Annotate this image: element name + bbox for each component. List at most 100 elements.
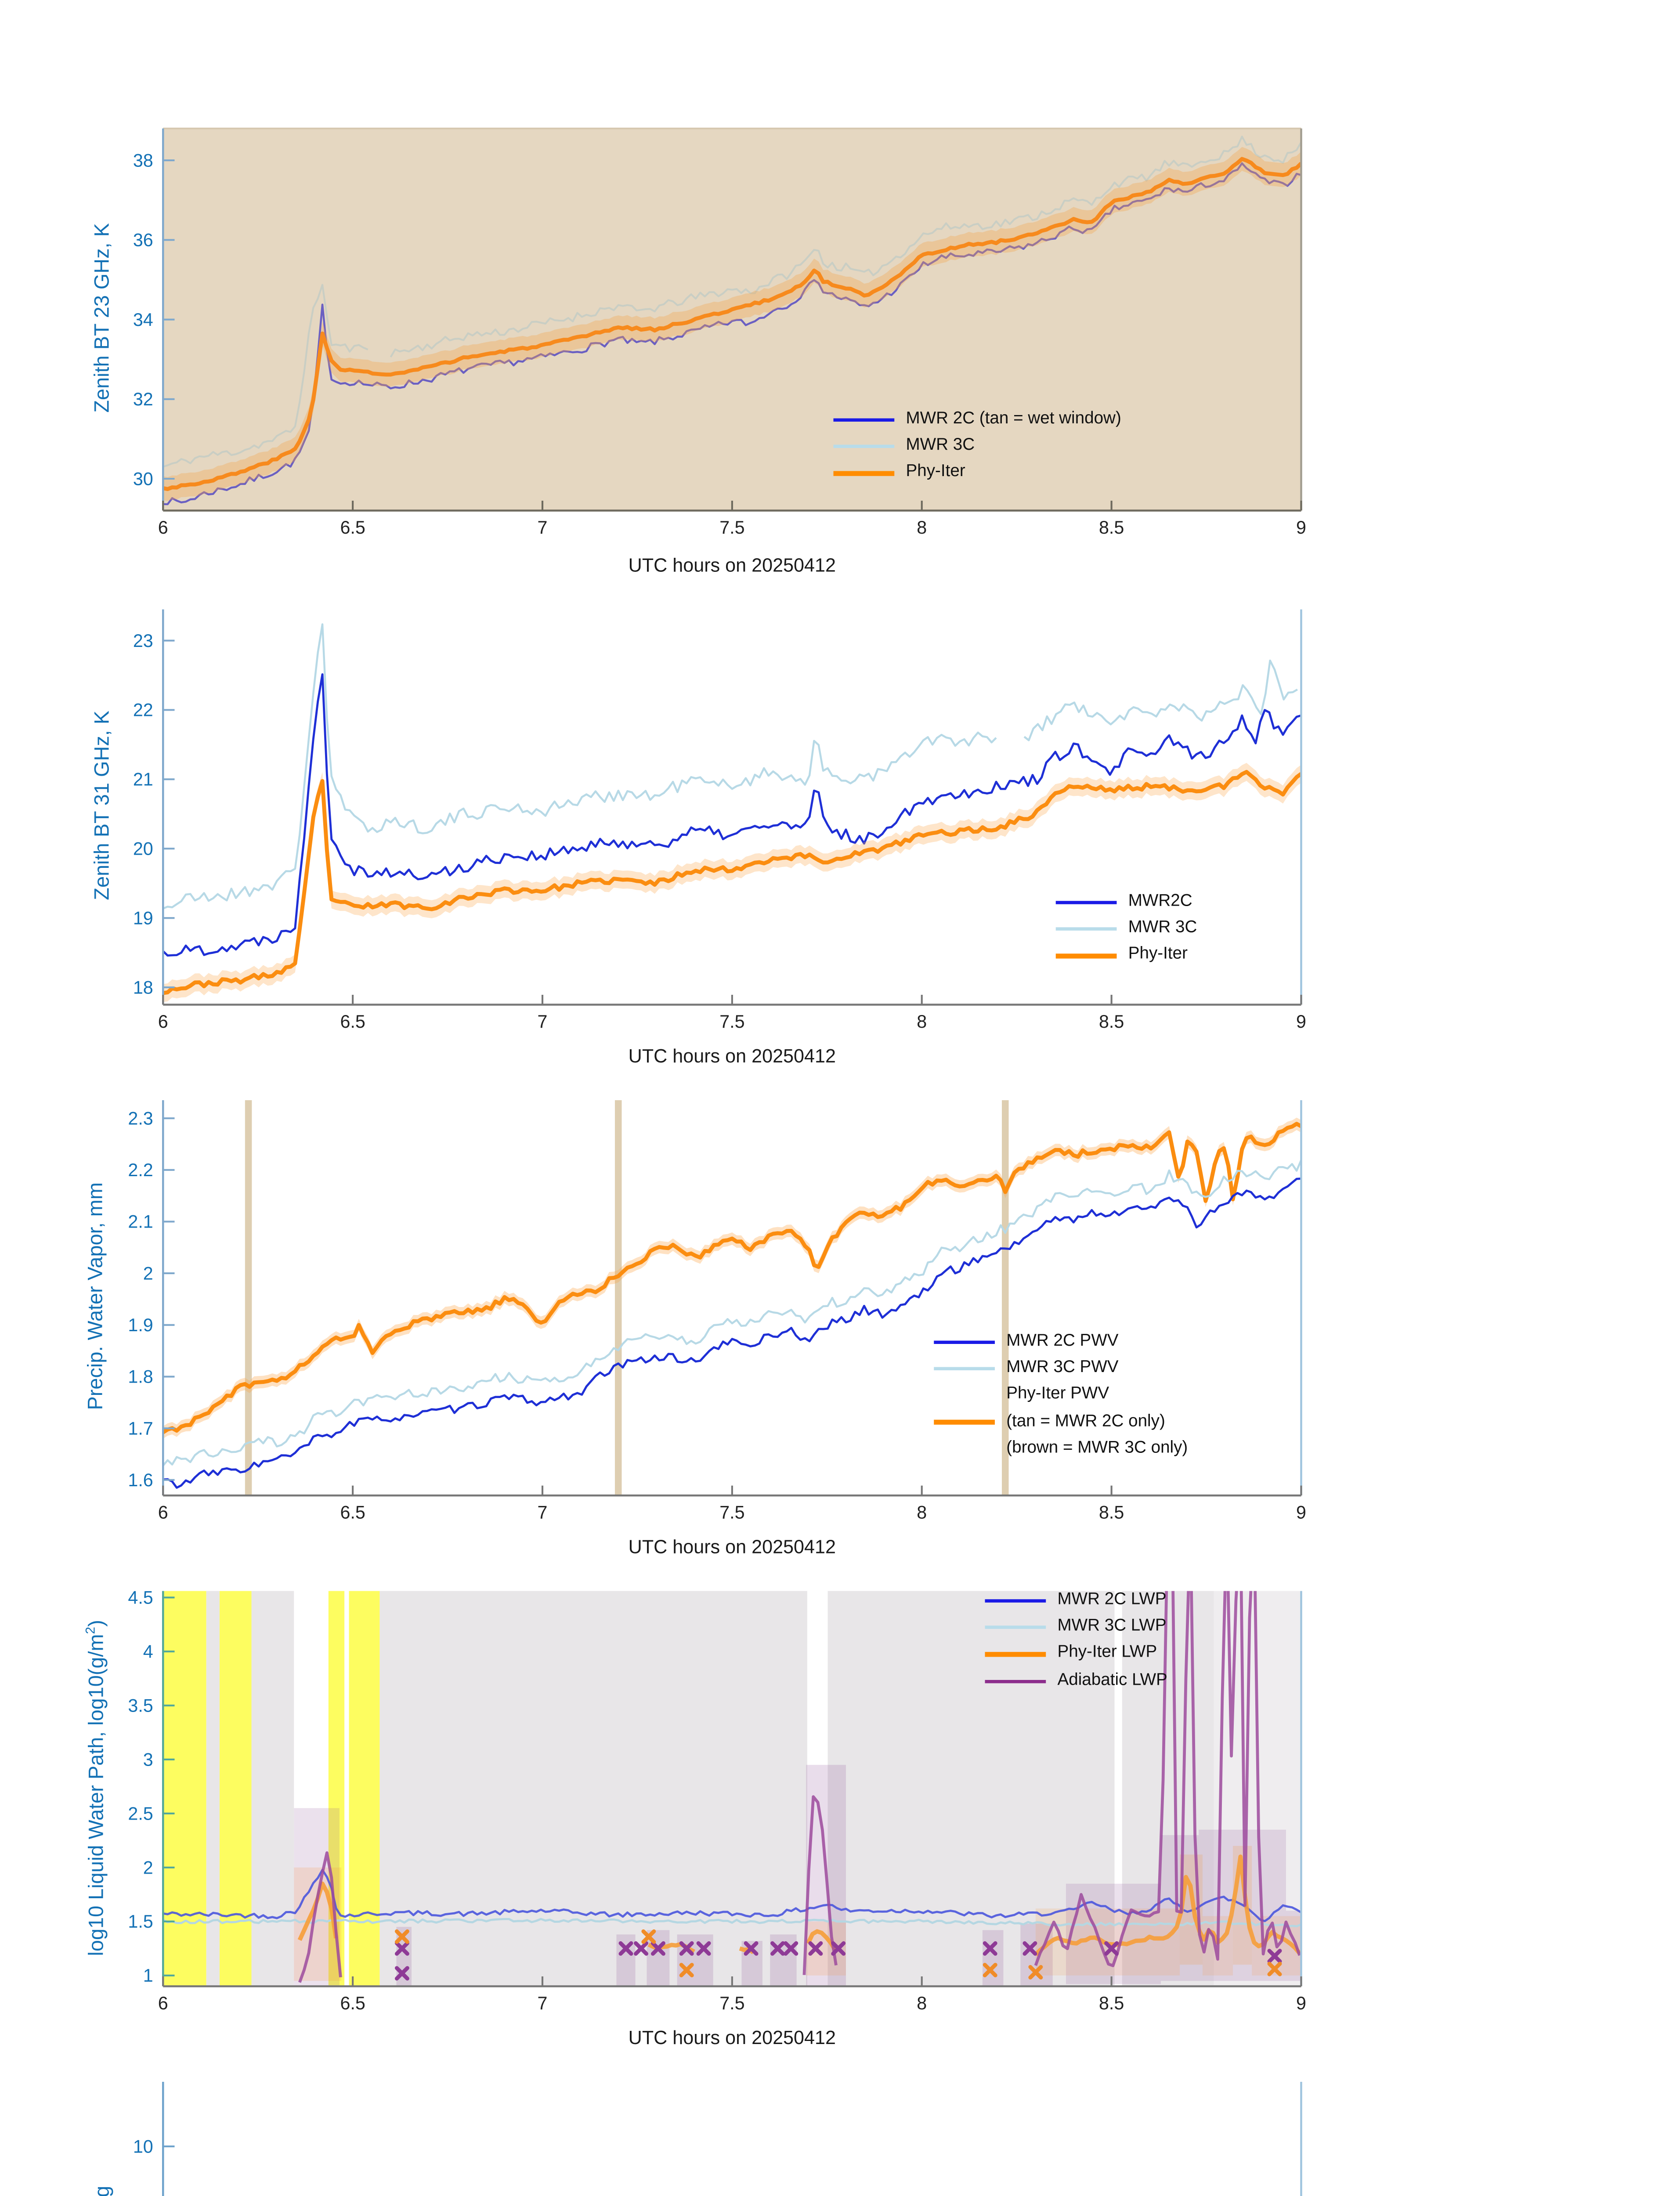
x-marker — [394, 1966, 409, 1981]
legend-item: Phy-Iter — [1055, 943, 1197, 969]
legend-swatch — [833, 445, 895, 449]
y-tick-label: 2 — [143, 1263, 153, 1283]
y-tick-label: 1.5 — [128, 1911, 153, 1932]
x-marker — [770, 1941, 785, 1956]
y-axis-label-lwp-tail: ) — [85, 1620, 108, 1627]
series-line-phy-iter — [163, 770, 1301, 995]
x-tick-label: 9 — [1296, 1993, 1306, 2013]
y-tick-label: 1.6 — [128, 1470, 153, 1490]
y-tick-label: 23 — [133, 631, 153, 651]
series-line-phy-iter-lwp — [806, 1929, 837, 1951]
x-tick-label: 6.5 — [340, 1503, 365, 1523]
x-tick-label: 8 — [917, 517, 927, 538]
legend-lwp: MWR 2C LWP MWR 3C LWP Phy-Iter LWP Adiabati… — [985, 1588, 1167, 1694]
y-tick-label: 10 — [133, 2136, 153, 2156]
legend-swatch — [1055, 928, 1117, 931]
legend-item: (tan = MWR 2C only) — [934, 1409, 1188, 1436]
x-tick-label: 7.5 — [719, 1993, 744, 2013]
series-line-mwr-2c-lwp — [163, 1869, 1301, 1922]
x-marker — [394, 1941, 409, 1956]
series-line-mwr-3c-pwv — [163, 1159, 1301, 1466]
legend-label: MWR 2C LWP — [1057, 1591, 1167, 1609]
legend-swatch — [1055, 901, 1117, 905]
y-tick-label: 34 — [133, 310, 153, 330]
series-line-phy-iter-pwv — [163, 1122, 1301, 1434]
x-marker — [679, 1941, 694, 1956]
y-tick-label: 1.8 — [128, 1367, 153, 1387]
legend-swatch — [985, 1679, 1046, 1683]
uncertainty-band — [163, 147, 1301, 501]
legend-swatch — [934, 1367, 995, 1371]
y-tick-label: 2 — [143, 1857, 153, 1878]
x-marker — [679, 1963, 694, 1978]
legend-swatch — [1055, 954, 1117, 959]
y-tick-label: 1 — [143, 1965, 153, 1986]
legend-swatch — [985, 1599, 1046, 1603]
legend-label: (brown = MWR 3C only) — [1006, 1439, 1188, 1457]
legend-swatch — [985, 1626, 1046, 1629]
legend-item: Phy-Iter — [833, 460, 1121, 487]
y-axis-label-lwp-main: log10 Liquid Water Path, log10(g/m — [85, 1634, 108, 1956]
x-marker — [744, 1941, 759, 1956]
sensor-flag-band — [614, 1100, 622, 1495]
status-band — [219, 1591, 252, 1987]
x-marker — [983, 1941, 997, 1956]
x-marker — [1104, 1941, 1119, 1956]
y-tick-label: 2.2 — [128, 1160, 153, 1180]
x-marker — [394, 1929, 409, 1944]
legend-label: Phy-Iter LWP — [1057, 1644, 1157, 1662]
y-tick-label: 2.5 — [128, 1803, 153, 1824]
y-tick-label: 4 — [143, 1641, 153, 1661]
x-marker — [696, 1941, 711, 1956]
series-line-mwr-3c — [390, 135, 1301, 358]
y-axis-label-pwv: Precip. Water Vapor, mm — [84, 1182, 107, 1410]
y-tick-label: 19 — [133, 908, 153, 928]
legend-label: MWR 2C (tan = wet window) — [906, 410, 1121, 428]
x-tick-label: 7 — [538, 1011, 548, 1032]
series-line-mwr-3c — [163, 284, 369, 468]
y-tick-label: 38 — [133, 150, 153, 170]
y-tick-label: 18 — [133, 977, 153, 997]
y-axis-label-bt23: Zenith BT 23 GHz, K — [90, 223, 114, 413]
x-marker — [1028, 1965, 1043, 1980]
y-tick-label: 3.5 — [128, 1695, 153, 1716]
plot-data-layer — [163, 1591, 1301, 1987]
series-line-mwr-3c — [163, 623, 997, 910]
series-line-phy-iter — [163, 157, 1301, 491]
y-tick-label: 3 — [143, 1749, 153, 1770]
legend-label: MWR 3C — [1128, 919, 1197, 938]
x-marker — [831, 1941, 846, 1956]
legend-item: Phy-Iter LWP — [985, 1641, 1167, 1668]
status-band — [349, 1591, 380, 1987]
legend-bt31: MWR2C MWR 3C Phy-Iter — [1055, 889, 1197, 969]
legend-item: (brown = MWR 3C only) — [934, 1436, 1188, 1463]
series-line-phy-iter-lwp — [1034, 1854, 1301, 1956]
x-axis-label-3: UTC hours on 20250412 — [628, 1538, 836, 1558]
x-marker — [641, 1929, 656, 1944]
y-tick-label: 2.3 — [128, 1108, 153, 1128]
series-line-adiabatic-lwp — [1034, 1591, 1301, 1967]
legend-item: MWR 2C PWV — [934, 1329, 1188, 1356]
y-tick-label: 2.1 — [128, 1212, 153, 1232]
legend-swatch — [833, 418, 895, 422]
x-axis-label-1: UTC hours on 20250412 — [628, 556, 836, 577]
legend-item: Phy-Iter PWV — [934, 1383, 1188, 1409]
legend-label: Phy-Iter — [1128, 946, 1188, 964]
legend-item: MWR2C — [1055, 889, 1197, 916]
legend-item: MWR 2C LWP — [985, 1588, 1167, 1614]
legend-item: Adiabatic LWP — [985, 1668, 1167, 1694]
legend-swatch — [833, 471, 895, 476]
series-line-mwr-3c-lwp — [163, 1918, 1301, 1928]
x-axis-label-4: UTC hours on 20250412 — [628, 2029, 836, 2049]
x-tick-label: 7 — [538, 517, 548, 538]
x-marker — [618, 1941, 633, 1956]
status-band — [251, 1591, 294, 1987]
x-tick-label: 6 — [158, 517, 168, 538]
y-tick-label: 22 — [133, 700, 153, 720]
y-tick-label: 20 — [133, 838, 153, 859]
x-tick-label: 6.5 — [340, 517, 365, 538]
y-axis-label-dqflag: MWR Phy Iter DQ Flag — [90, 2044, 114, 2196]
x-axis-label-2: UTC hours on 20250412 — [628, 1047, 836, 1067]
legend-label: (tan = MWR 2C only) — [1006, 1412, 1165, 1430]
